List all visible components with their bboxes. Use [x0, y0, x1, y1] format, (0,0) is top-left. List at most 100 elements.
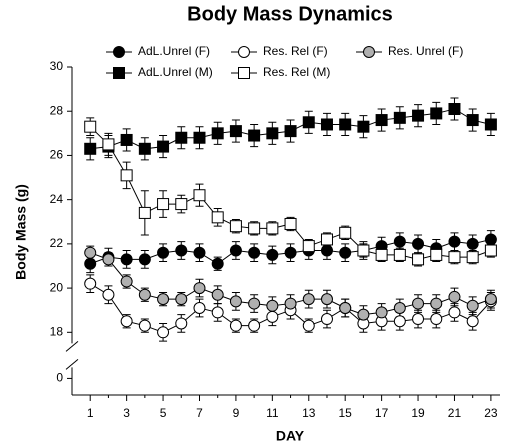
- y-tick-label: 26: [50, 148, 64, 162]
- axis-break: [65, 340, 79, 352]
- data-point: [357, 120, 370, 133]
- data-point: [466, 315, 479, 328]
- data-point: [448, 306, 461, 319]
- data-point: [157, 198, 170, 211]
- x-tick-label: 15: [339, 406, 353, 420]
- data-point: [393, 111, 406, 124]
- data-point: [102, 288, 115, 301]
- x-tick-label: 1: [87, 406, 94, 420]
- data-point: [193, 301, 206, 314]
- data-point: [229, 295, 242, 308]
- data-point: [412, 253, 425, 266]
- data-point: [266, 299, 279, 312]
- data-point: [302, 319, 315, 332]
- data-point: [430, 248, 443, 261]
- data-point: [375, 114, 388, 127]
- data-point: [466, 114, 479, 127]
- data-point: [430, 107, 443, 120]
- data-point: [302, 116, 315, 129]
- data-point: [393, 315, 406, 328]
- data-point: [175, 131, 188, 144]
- legend-marker: [363, 46, 375, 58]
- x-tick-label: 21: [448, 406, 462, 420]
- x-tick-label: 7: [196, 406, 203, 420]
- data-point: [229, 220, 242, 233]
- y-tick-label: 24: [50, 192, 64, 206]
- data-point: [320, 233, 333, 246]
- x-tick-label: 13: [302, 406, 316, 420]
- data-point: [157, 246, 170, 259]
- data-point: [393, 248, 406, 261]
- data-point: [284, 246, 297, 259]
- x-tick-label: 5: [160, 406, 167, 420]
- y-tick-label: 30: [50, 59, 64, 73]
- data-point: [339, 246, 352, 259]
- data-point: [375, 306, 388, 319]
- data-point: [138, 206, 151, 219]
- data-point: [484, 118, 497, 131]
- data-point: [248, 246, 261, 259]
- data-point: [175, 198, 188, 211]
- legend-marker: [238, 46, 250, 58]
- data-point: [229, 319, 242, 332]
- x-tick-label: 11: [266, 406, 279, 420]
- y-tick-label: 28: [50, 103, 64, 117]
- data-point: [211, 211, 224, 224]
- data-point: [193, 131, 206, 144]
- data-point: [284, 125, 297, 138]
- data-point: [193, 282, 206, 295]
- data-point: [393, 301, 406, 314]
- data-point: [266, 310, 279, 323]
- legend-label: Res. Rel (M): [263, 65, 330, 79]
- data-point: [448, 235, 461, 248]
- data-point: [284, 217, 297, 230]
- data-point: [412, 109, 425, 122]
- legend-label: Res. Rel (F): [263, 44, 328, 58]
- data-point: [229, 125, 242, 138]
- y-tick-label: 0: [56, 371, 63, 385]
- data-point: [320, 313, 333, 326]
- data-point: [248, 319, 261, 332]
- data-point: [193, 246, 206, 259]
- data-point: [266, 248, 279, 261]
- x-axis-label: DAY: [276, 428, 305, 444]
- data-point: [357, 244, 370, 257]
- data-point: [448, 290, 461, 303]
- data-point: [412, 237, 425, 250]
- data-point: [302, 240, 315, 253]
- data-point: [84, 277, 97, 290]
- data-point: [84, 257, 97, 270]
- data-point: [84, 142, 97, 155]
- data-point: [229, 244, 242, 257]
- data-point: [157, 326, 170, 339]
- data-point: [339, 301, 352, 314]
- data-point: [175, 244, 188, 257]
- data-point: [157, 140, 170, 153]
- data-point: [484, 233, 497, 246]
- data-point: [120, 133, 133, 146]
- data-point: [157, 293, 170, 306]
- data-point: [484, 244, 497, 257]
- chart-title: Body Mass Dynamics: [187, 3, 393, 25]
- data-point: [466, 299, 479, 312]
- legend-label: Res. Unrel (F): [388, 44, 463, 58]
- data-point: [393, 235, 406, 248]
- x-tick-label: 17: [375, 406, 389, 420]
- data-point: [248, 297, 261, 310]
- y-tick-label: 20: [50, 280, 64, 294]
- data-point: [320, 293, 333, 306]
- legend-marker: [238, 67, 250, 79]
- data-point: [138, 288, 151, 301]
- data-point: [266, 222, 279, 235]
- data-point: [120, 169, 133, 182]
- data-point: [375, 248, 388, 261]
- data-point: [484, 293, 497, 306]
- data-point: [211, 288, 224, 301]
- legend-label: AdL.Unrel (F): [138, 44, 210, 58]
- data-point: [138, 319, 151, 332]
- y-tick-label: 22: [50, 236, 64, 250]
- data-point: [138, 253, 151, 266]
- data-point: [102, 138, 115, 151]
- data-point: [357, 308, 370, 321]
